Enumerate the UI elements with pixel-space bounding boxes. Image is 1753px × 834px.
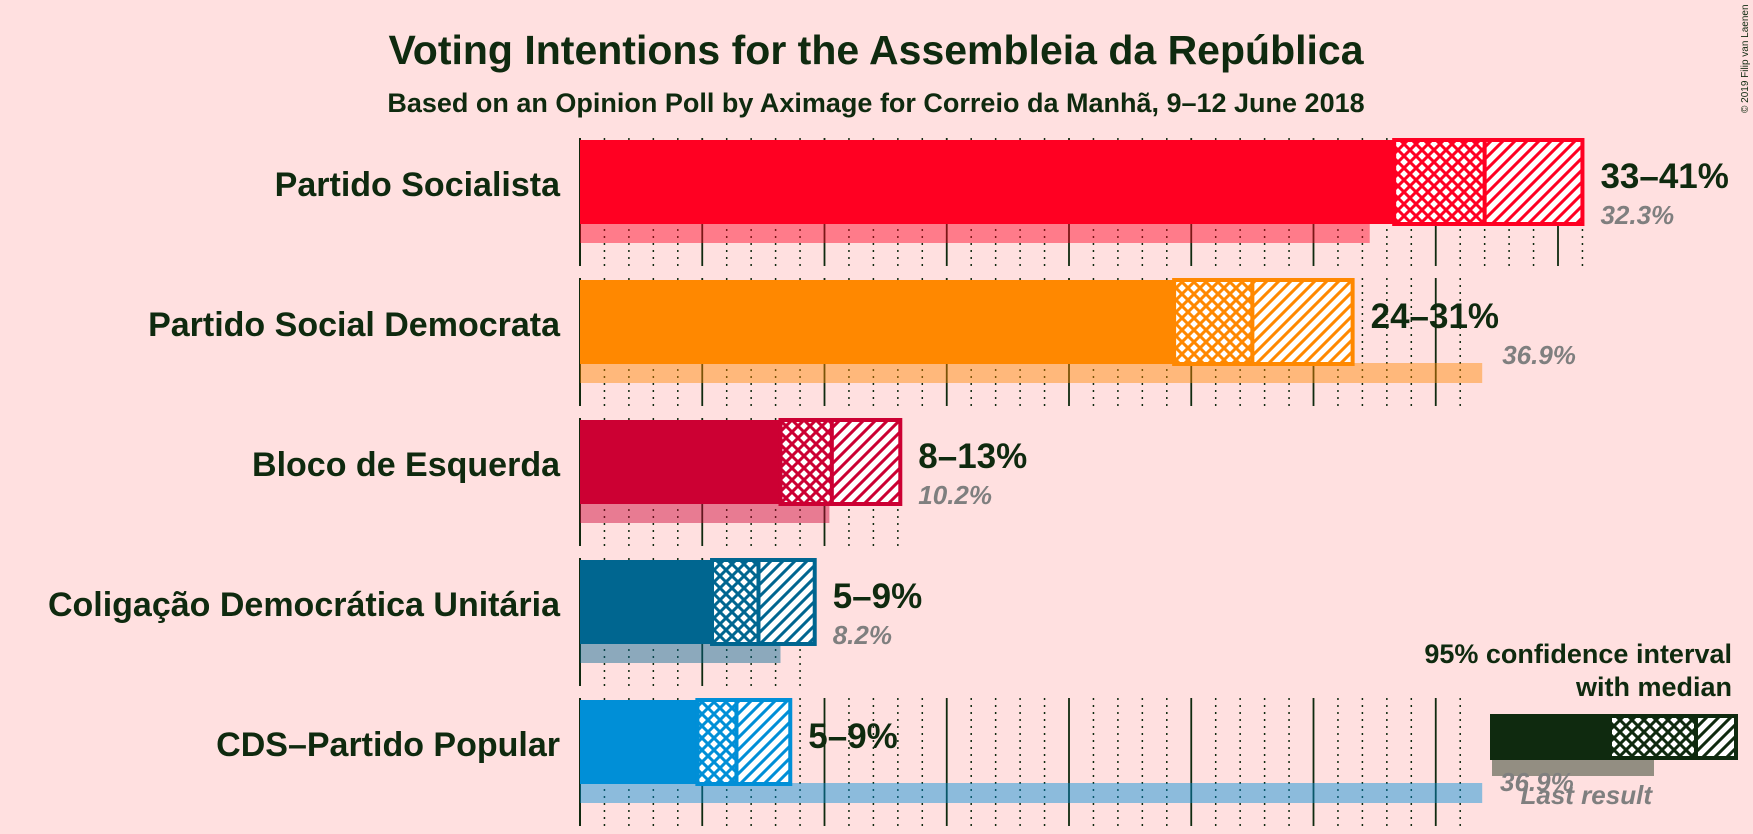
legend-hatch [1696,716,1736,758]
ci-upper-hatch [736,700,791,784]
ci-upper-hatch [831,420,901,504]
ci-lower-hatch [1394,140,1485,224]
legend: 95% confidence interval with median 36.9… [1424,639,1738,810]
last-result-bar [580,363,1483,383]
ci-outline [1172,278,1355,366]
last-result-bar [580,783,1483,803]
legend-last-result-label: Last result [1521,780,1654,810]
chart-title: Voting Intentions for the Assembleia da … [388,27,1364,73]
ci-upper-hatch [1484,140,1583,224]
copyright-note: © 2019 Filip van Laenen [1740,4,1751,113]
legend-last-value: 36.9% [1500,767,1574,797]
ci-upper-hatch [758,560,815,644]
last-result-label: 36.9% [1502,340,1576,370]
range-label: 33–41% [1600,157,1728,196]
ci-solid-bar [580,420,781,504]
ci-lower-hatch [697,700,737,784]
range-label: 24–31% [1371,297,1499,336]
legend-ci-label: 95% confidence interval [1424,639,1732,669]
legend-outline [1490,714,1738,760]
ci-solid-bar [580,140,1395,224]
last-result-bar [580,223,1370,243]
last-result-label: 10.2% [918,480,992,510]
last-result-label: 32.3% [1600,200,1674,230]
party-label: Bloco de Esquerda [252,446,561,484]
party-label: CDS–Partido Popular [216,726,560,764]
chart-subtitle: Based on an Opinion Poll by Aximage for … [387,88,1364,118]
ci-solid-bar [580,560,713,644]
ci-solid-bar [580,700,698,784]
legend-cross-hatch [1612,716,1696,758]
ci-outline [1392,138,1585,226]
range-label: 8–13% [918,437,1027,476]
ci-lower-hatch [780,420,832,504]
party-bars: Partido Socialista 33–41% 32.3% Partido Soc… [48,138,1729,803]
ci-outline [695,698,793,786]
last-result-bar [580,503,830,523]
ci-outline [778,418,903,506]
ci-lower-hatch [712,560,759,644]
party-label: Partido Socialista [275,166,561,204]
legend-median-label: with median [1575,672,1732,702]
legend-solid [1492,716,1612,758]
legend-last-result-bar [1492,758,1654,776]
party-label: Partido Social Democrata [148,306,561,344]
ci-upper-hatch [1252,280,1353,364]
ci-solid-bar [580,280,1175,364]
last-result-label: 8.2% [833,620,892,650]
ci-outline [710,558,817,646]
ci-lower-hatch [1174,280,1253,364]
last-result-bar [580,643,781,663]
party-label: Coligação Democrática Unitária [48,586,561,624]
range-label: 5–9% [833,577,923,616]
range-label: 5–9% [808,717,898,756]
